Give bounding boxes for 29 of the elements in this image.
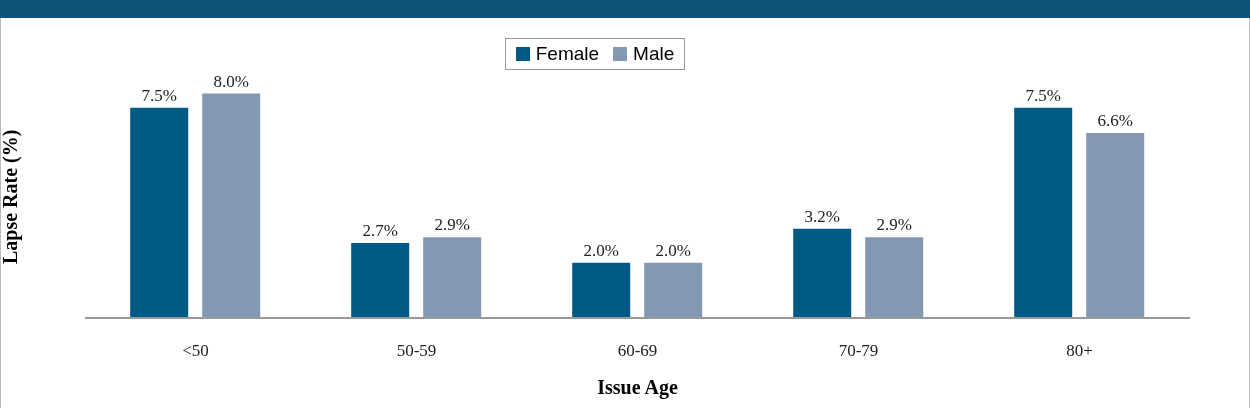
bar: [863, 235, 926, 319]
bar: [1012, 105, 1075, 319]
x-tick-label: 80+: [1066, 341, 1093, 361]
bar: [421, 235, 484, 319]
bar: [349, 240, 412, 319]
data-label: 2.9%: [434, 215, 470, 235]
x-tick-label: 50-59: [396, 341, 437, 361]
bar: [791, 226, 854, 319]
data-label: 2.7%: [362, 220, 398, 240]
bar: [128, 105, 191, 319]
data-label: 2.0%: [655, 240, 691, 260]
data-label: 7.5%: [141, 85, 177, 105]
x-tick-label: <50: [182, 341, 209, 361]
bar: [200, 91, 263, 319]
bar: [570, 260, 633, 319]
data-label: 3.2%: [804, 206, 840, 226]
data-label: 6.6%: [1097, 111, 1133, 130]
legend-label: Female: [535, 43, 600, 65]
bar: [1084, 131, 1147, 319]
data-label: 7.5%: [1025, 85, 1061, 105]
x-tick-label: 60-69: [617, 341, 658, 361]
data-label: 2.9%: [876, 215, 912, 235]
x-axis-title: Issue Age: [597, 376, 678, 399]
x-tick-label: 70-79: [838, 341, 879, 361]
data-label: 8.0%: [213, 71, 249, 91]
bar: [642, 260, 705, 319]
legend-label: Male: [633, 43, 675, 65]
data-label: 2.0%: [583, 240, 619, 260]
y-axis-title: Lapse Rate (%): [0, 129, 23, 264]
